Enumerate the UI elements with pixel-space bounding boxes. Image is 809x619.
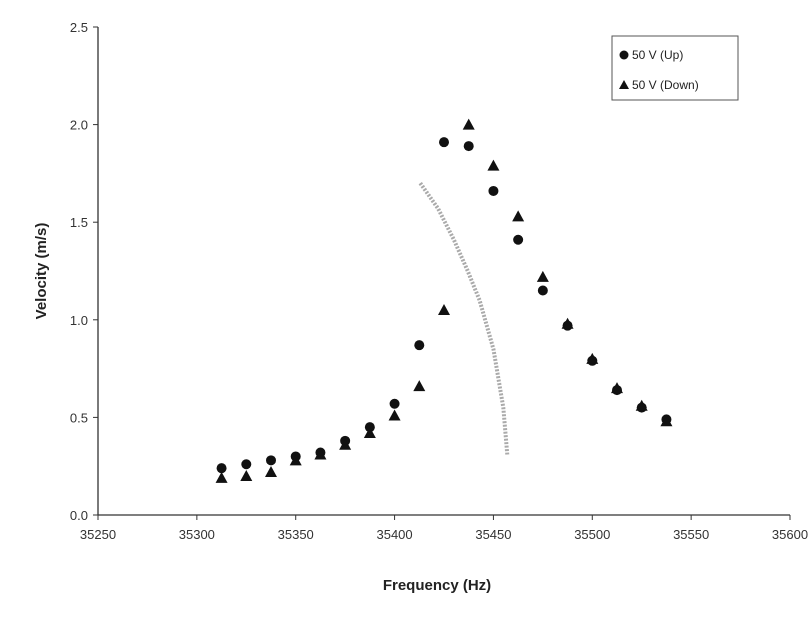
legend-box	[611, 35, 739, 101]
point-down	[438, 304, 450, 316]
y-tick-label: 0.5	[70, 410, 88, 425]
point-up	[216, 463, 227, 474]
point-down	[462, 118, 475, 130]
point-down	[487, 159, 500, 171]
y-tick-label: 0.0	[70, 508, 88, 523]
x-tick-label: 35550	[673, 527, 709, 542]
point-up	[513, 234, 524, 245]
point-down	[413, 380, 426, 392]
point-down	[363, 427, 376, 439]
point-up	[266, 455, 276, 466]
point-down	[240, 469, 253, 481]
y-tick-label: 2.5	[70, 20, 88, 35]
y-tick-label: 1.5	[70, 215, 88, 230]
x-tick-label: 35350	[278, 527, 314, 542]
point-down	[536, 270, 549, 282]
x-tick-label: 35450	[475, 527, 511, 542]
point-down	[512, 210, 525, 222]
x-tick-label: 35600	[772, 527, 808, 542]
y-tick-label: 2.0	[70, 118, 88, 133]
point-up	[439, 137, 449, 148]
point-down	[586, 352, 599, 364]
x-tick-label: 35400	[376, 527, 412, 542]
point-up	[488, 185, 499, 196]
point-down	[660, 415, 673, 427]
point-down	[314, 448, 327, 460]
axes: 35250 35300 35350 35400 35450 35500 35550 35600…	[70, 20, 808, 542]
point-up	[241, 459, 252, 470]
legend-label-up: 50 V (Up)	[632, 48, 683, 62]
legend-label-down: 50 V (Down)	[632, 78, 699, 92]
point-up	[537, 285, 548, 296]
point-up	[463, 141, 474, 152]
x-tick-label: 35300	[179, 527, 215, 542]
data-points	[215, 118, 673, 483]
point-down	[339, 438, 352, 450]
legend: 50 V (Up) 50 V (Down)	[611, 35, 739, 101]
legend-circle-icon	[619, 50, 629, 60]
backbone-curve-line	[418, 182, 510, 455]
y-tick-label: 1.0	[70, 313, 88, 328]
x-tick-label: 35250	[80, 527, 116, 542]
point-down	[561, 317, 574, 329]
x-axis-title: Frequency (Hz)	[383, 577, 491, 594]
point-up	[389, 398, 400, 409]
legend-triangle-icon	[619, 80, 629, 89]
point-down	[289, 454, 302, 466]
point-up	[414, 340, 425, 351]
backbone-curve	[418, 182, 510, 455]
point-down	[611, 382, 623, 394]
x-tick-label: 35500	[574, 527, 610, 542]
y-axis-title: Velocity (m/s)	[33, 223, 50, 320]
point-down	[265, 466, 277, 478]
point-down	[635, 399, 648, 411]
point-down	[215, 471, 228, 483]
point-down	[388, 409, 401, 421]
